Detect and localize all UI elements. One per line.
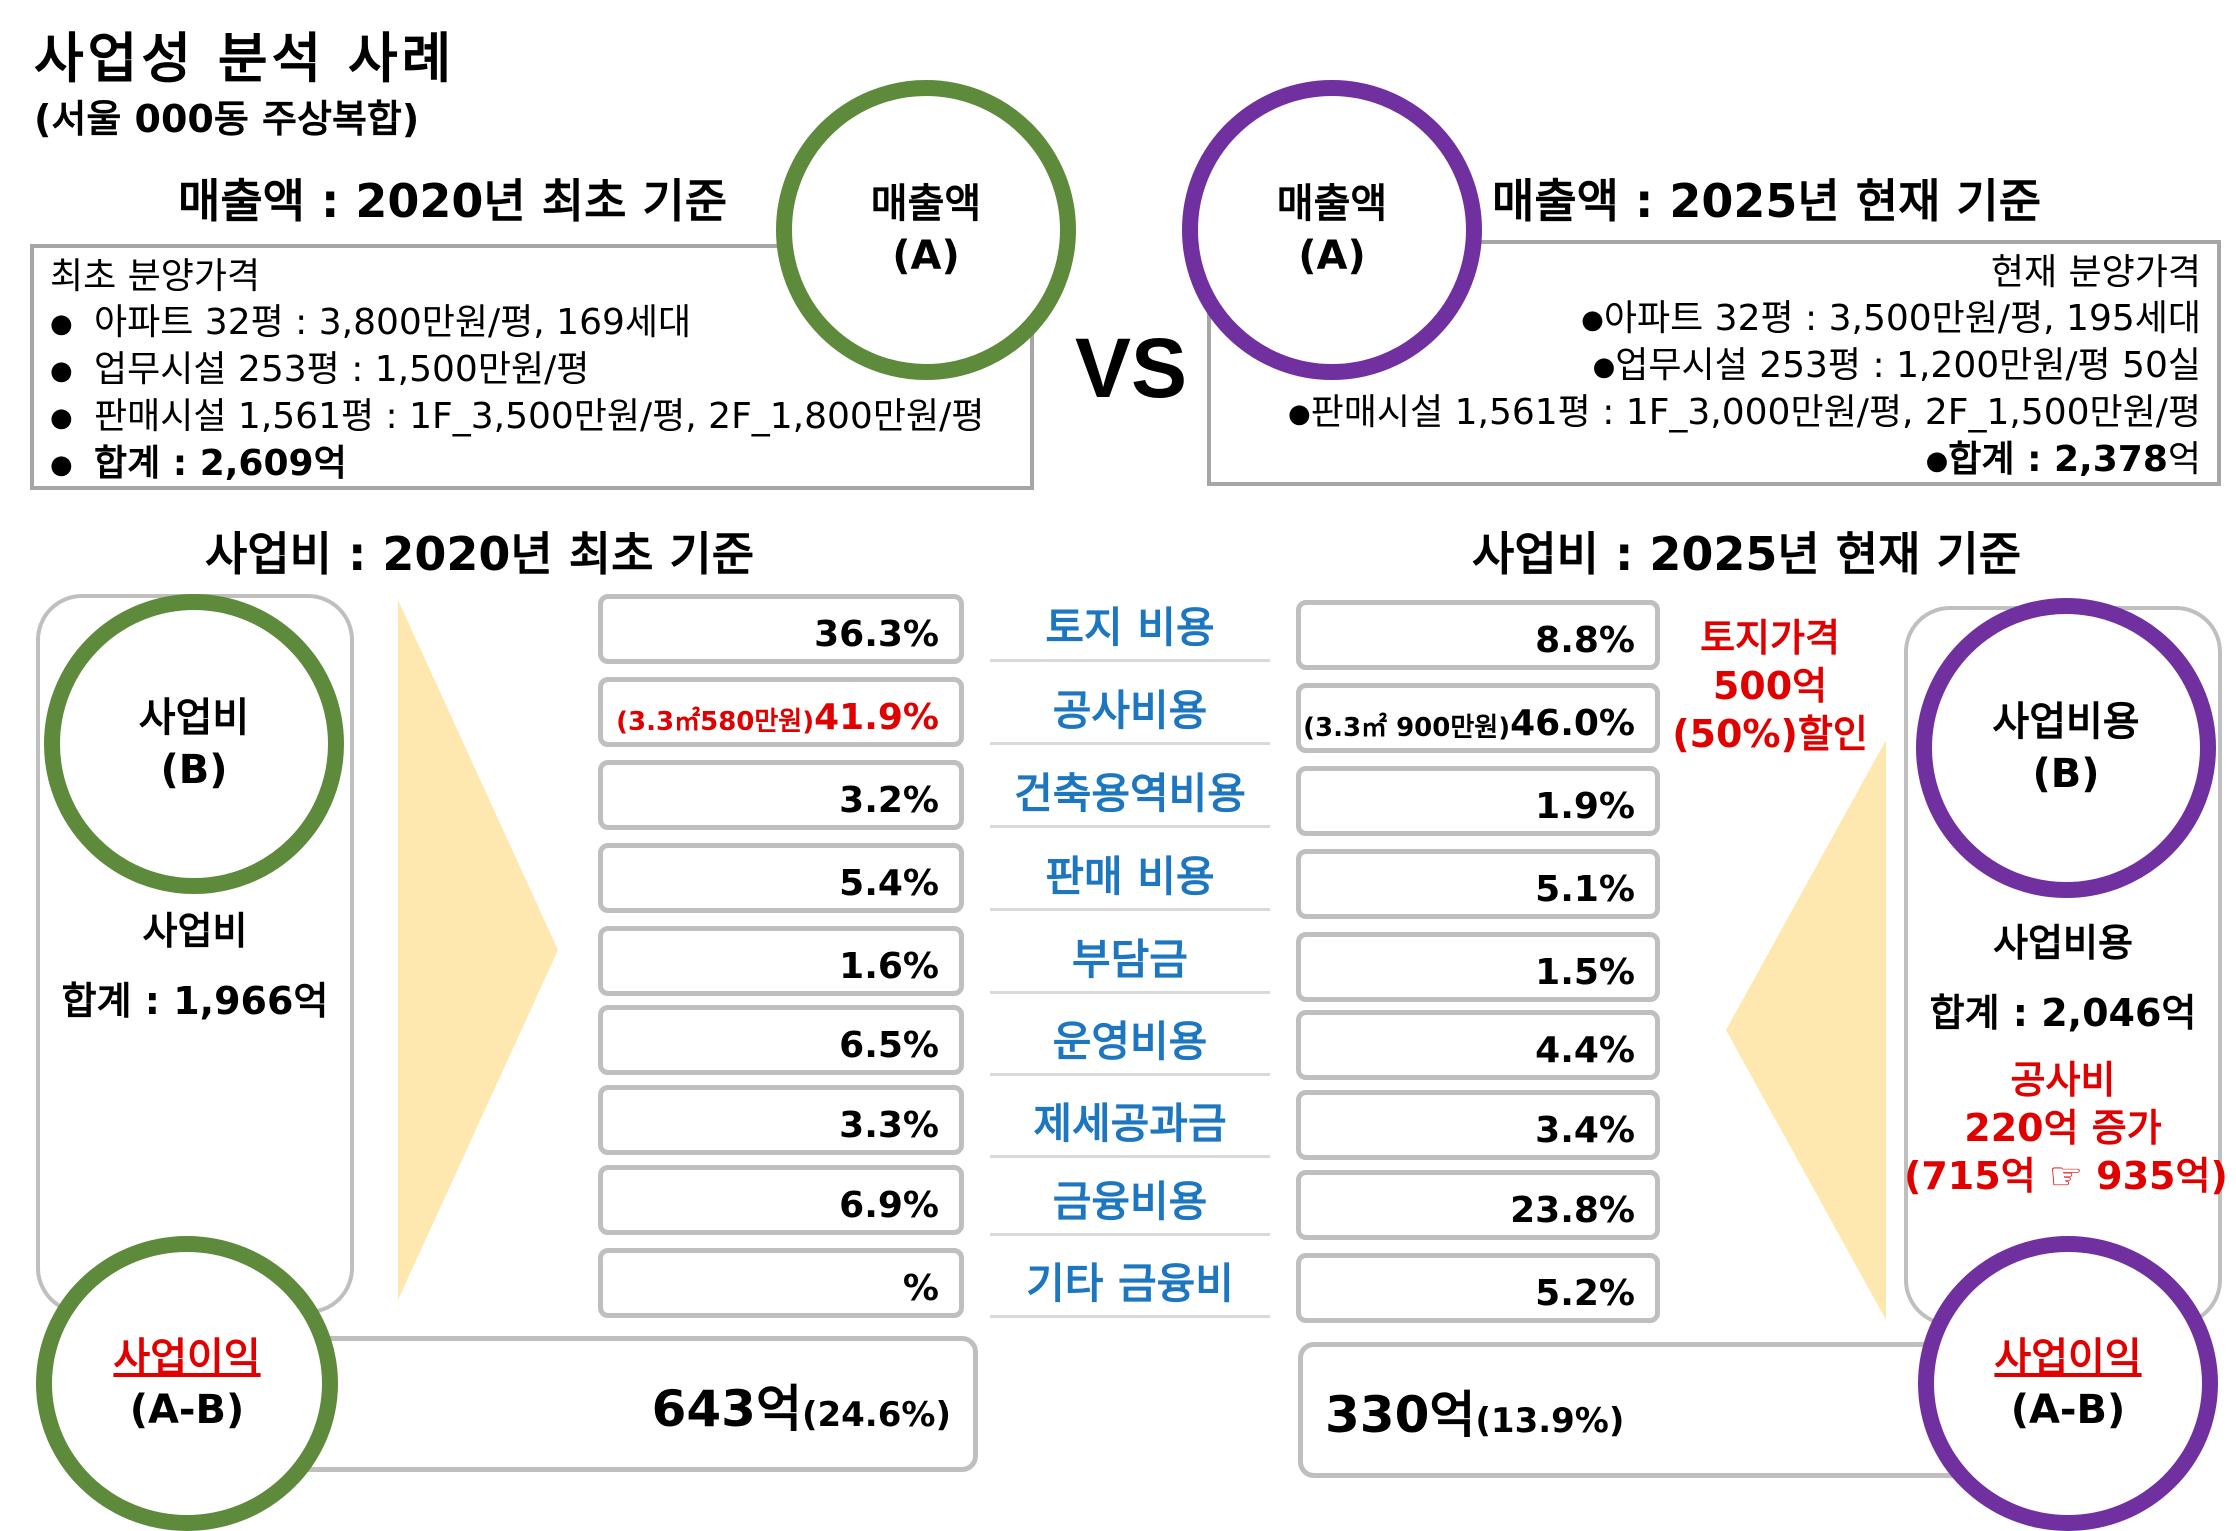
category-1: 공사비용: [990, 677, 1270, 745]
right-cost-total: 합계 : 2,046억: [1929, 991, 2197, 1035]
category-7: 금융비용: [990, 1168, 1270, 1236]
category-2: 건축용역비용: [990, 760, 1270, 828]
right-cost-header: 사업비 : 2025년 현재 기준: [1472, 527, 2022, 581]
left-cost-header: 사업비 : 2020년 최초 기준: [205, 527, 755, 581]
left-row-6: 3.3%: [598, 1085, 964, 1155]
left-row-0: 36.3%: [598, 594, 964, 664]
vs-label: VS: [1075, 321, 1188, 415]
left-row-4: 1.6%: [598, 926, 964, 996]
left-row-7: 6.9%: [598, 1165, 964, 1235]
left-sales-circle: 매출액 (A): [776, 80, 1076, 380]
right-sales-header: 매출액 : 2025년 현재 기준: [1492, 174, 2042, 228]
right-profit-value: 330억: [1325, 1386, 1476, 1444]
right-profit-pct: (13.9%): [1475, 1401, 1625, 1441]
left-row-1: (3.3㎡580만원) 41.9%: [598, 677, 964, 747]
left-cost-total-label: 사업비: [142, 909, 248, 953]
left-row-5: 6.5%: [598, 1005, 964, 1075]
category-0: 토지 비용: [990, 594, 1270, 662]
left-row-8: %: [598, 1248, 964, 1318]
category-4: 부담금: [990, 926, 1270, 994]
left-sales-heading: 최초 분양가격: [50, 256, 261, 297]
right-profit-box: 330억(13.9%): [1298, 1342, 1996, 1478]
right-cost-total-label: 사업비용: [1993, 921, 2133, 965]
right-row-2: 1.9%: [1296, 766, 1660, 836]
left-profit-value: 643억: [651, 1380, 802, 1438]
right-row-1: (3.3㎡ 900만원) 46.0%: [1296, 683, 1660, 753]
category-5: 운영비용: [990, 1008, 1270, 1076]
left-profit-circle: 사업이익 (A-B): [36, 1236, 338, 1531]
left-arrow-icon: [398, 600, 558, 1300]
left-cost-circle: 사업비 (B): [44, 594, 344, 894]
left-profit-pct: (24.6%): [801, 1395, 951, 1435]
right-row-4: 1.5%: [1296, 932, 1660, 1002]
list-item: ●업무시설 253평 : 1,200만원/평 50실: [1592, 345, 2201, 386]
list-item: ● 아파트 32평 : 3,800만원/평, 169세대: [50, 302, 692, 343]
list-item: ● 판매시설 1,561평 : 1F_3,500만원/평, 2F_1,800만원/…: [50, 396, 985, 437]
right-row-7: 23.8%: [1296, 1170, 1660, 1240]
right-row-6: 3.4%: [1296, 1090, 1660, 1160]
left-sales-total: ● 합계 : 2,609억: [50, 443, 347, 484]
left-sales-header: 매출액 : 2020년 최초 기준: [178, 174, 728, 228]
right-row-5: 4.4%: [1296, 1010, 1660, 1080]
increase-note: 공사비 220억 증가 (715억 ☞ 935억): [1904, 1058, 2228, 1198]
left-cost-total: 합계 : 1,966억: [61, 979, 329, 1023]
right-arrow-icon: [1726, 740, 1886, 1320]
page-subtitle: (서울 000동 주상복합): [34, 97, 420, 141]
list-item: ●판매시설 1,561평 : 1F_3,000만원/평, 2F_1,500만원/…: [1287, 392, 2201, 433]
right-profit-circle: 사업이익 (A-B): [1918, 1236, 2218, 1531]
right-sales-total: ●합계 : 2,378억: [1925, 439, 2201, 480]
category-6: 제세공과금: [990, 1090, 1270, 1158]
land-price-note: 토지가격 500억 (50%)할인: [1672, 616, 1868, 756]
list-item: ●아파트 32평 : 3,500만원/평, 195세대: [1581, 298, 2201, 339]
left-row-2: 3.2%: [598, 760, 964, 830]
right-sales-heading: 현재 분양가격: [1990, 252, 2201, 293]
right-cost-circle: 사업비용 (B): [1916, 598, 2216, 898]
right-row-8: 5.2%: [1296, 1253, 1660, 1323]
right-row-0: 8.8%: [1296, 600, 1660, 670]
category-8: 기타 금융비: [990, 1250, 1270, 1318]
list-item: ● 업무시설 253평 : 1,500만원/평: [50, 349, 590, 390]
left-profit-box: 643억(24.6%): [280, 1336, 978, 1472]
category-3: 판매 비용: [990, 843, 1270, 911]
left-row-3: 5.4%: [598, 843, 964, 913]
right-row-3: 5.1%: [1296, 849, 1660, 919]
page-title: 사업성 분석 사례: [34, 27, 456, 90]
right-sales-circle: 매출액 (A): [1182, 80, 1482, 380]
